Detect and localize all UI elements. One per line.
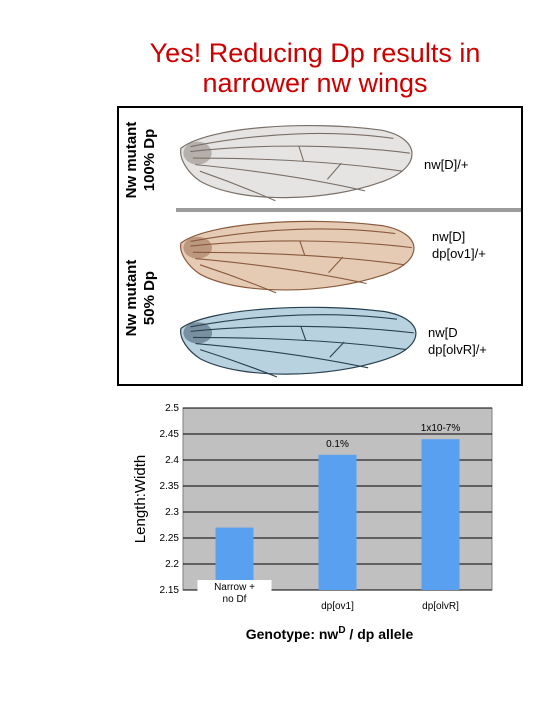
bar-annotation: 0.1% (326, 439, 349, 450)
wing-images (180, 124, 417, 378)
y-axis-label: Length:Width (132, 455, 149, 543)
x-tick-label: dp[ov1] (321, 601, 354, 612)
genotype-label-nwD-line1: nw[D]/+ (424, 157, 469, 172)
genotype-label-dp-olvR: nw[D dp[olvR]/+ (428, 324, 487, 358)
y-tick-label: 2.3 (165, 507, 179, 518)
wing-vein (192, 336, 407, 351)
wing-vein (326, 162, 342, 180)
bar (215, 527, 254, 590)
wing-outline (180, 220, 415, 291)
wing-vein (192, 251, 405, 266)
y-tick-label: 2.45 (160, 429, 180, 440)
wing-outline (180, 124, 413, 199)
wing-hinge (183, 322, 213, 344)
wing-hinge (183, 141, 212, 165)
wing-vein (199, 264, 277, 294)
y-tick-label: 2.4 (165, 455, 179, 466)
y-tick-label: 2.35 (160, 481, 180, 492)
wing-hinge (183, 236, 212, 259)
wing-vein (298, 146, 305, 162)
wing-image-dp-olvR (180, 306, 417, 378)
genotype-label-nwD: nw[D]/+ (424, 156, 468, 173)
genotype-label-dp-ov1: nw[D] dp[ov1]/+ (432, 228, 486, 262)
wing-vein (195, 258, 367, 285)
wing-vein (190, 228, 396, 242)
genotype-label-dp-ov1-line1: nw[D] (432, 229, 466, 244)
wing-vein (190, 132, 394, 148)
genotype-label-dp-olvR-line2: dp[olvR]/+ (428, 342, 487, 357)
wing-vein (200, 349, 278, 378)
wing-vein (195, 342, 369, 369)
wing-vein (299, 241, 306, 256)
slide-title-line2: narrower nw wings (202, 68, 428, 98)
bar (421, 439, 460, 590)
wing-vein (190, 325, 414, 334)
wing-vein (190, 240, 412, 249)
slide-title: Yes! Reducing Dp results in narrower nw … (100, 38, 530, 98)
x-tick-label: dp[olvR] (422, 601, 459, 612)
wing-vein (190, 145, 410, 154)
slide-title-line1: Yes! Reducing Dp results in (149, 38, 481, 68)
bar-annotation: 1x10-7% (421, 423, 461, 434)
x-axis-label: Genotype: nwD / dp allele (246, 625, 414, 642)
genotype-label-dp-ov1-line2: dp[ov1]/+ (432, 246, 486, 261)
wing-vein (190, 314, 398, 328)
y-tick-label: 2.15 (160, 585, 180, 596)
wing-vein (300, 326, 307, 341)
wing-image-dp-ov1 (180, 220, 415, 294)
y-tick-label: 2.2 (165, 559, 179, 570)
x-tick-label: no Df (223, 594, 247, 605)
x-tick-label-box (197, 580, 272, 604)
wing-vein (328, 256, 344, 273)
x-tick-label: Narrow + (214, 582, 255, 593)
wing-outline (180, 306, 417, 375)
wing-panel-divider (176, 208, 521, 212)
wing-vein (192, 157, 403, 172)
wing-image-nwD (180, 124, 413, 202)
wing-vein (195, 164, 366, 192)
bar (318, 454, 357, 590)
wing-image-panel: Nw mutant 100% Dp Nw mutant 50% Dp nw[D]… (117, 106, 523, 386)
wing-vein (329, 341, 345, 358)
y-tick-label: 2.25 (160, 533, 180, 544)
y-tick-label: 2.5 (165, 403, 179, 414)
wing-vein (199, 170, 276, 202)
genotype-label-dp-olvR-line1: nw[D (428, 325, 458, 340)
